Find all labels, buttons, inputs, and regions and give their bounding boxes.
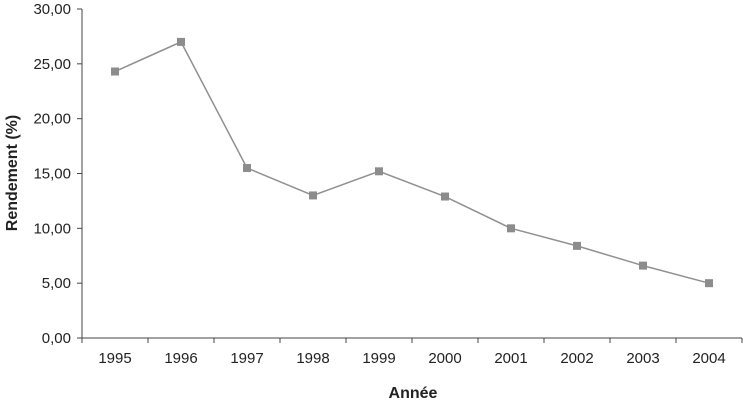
data-point-marker: [243, 164, 251, 173]
x-tick-label: 1995: [98, 350, 131, 367]
x-tick-label: 2001: [494, 350, 527, 367]
x-tick-label: 2003: [626, 350, 659, 367]
y-tick-label: 30,00: [33, 1, 71, 18]
x-tick-label: 1998: [296, 350, 329, 367]
x-tick-label: 2004: [692, 350, 725, 367]
axes: [81, 9, 742, 339]
data-point-marker: [441, 192, 449, 201]
data-point-marker: [573, 241, 581, 250]
y-tick-label: 25,00: [33, 56, 71, 73]
data-point-marker: [111, 67, 119, 76]
data-point-marker: [309, 191, 317, 200]
y-tick-label: 5,00: [42, 275, 71, 292]
x-tick-label: 1997: [230, 350, 263, 367]
y-tick-label: 15,00: [33, 166, 71, 183]
data-point-marker: [639, 261, 647, 270]
y-axis-title: Rendement (%): [4, 115, 21, 231]
data-point-marker: [177, 37, 185, 46]
series-markers: [111, 37, 713, 288]
data-point-marker: [375, 167, 383, 176]
x-tick-label: 1996: [164, 350, 197, 367]
x-axis-title: Année: [389, 385, 438, 402]
data-point-marker: [705, 279, 713, 288]
y-axis-ticks: 0,00 5,00 10,00 15,00 20,00 25,00 30,00: [33, 1, 82, 347]
series-polyline: [114, 40, 710, 284]
y-tick-label: 20,00: [33, 111, 71, 128]
series-line: [114, 40, 710, 284]
x-tick-label: 1999: [362, 350, 395, 367]
data-point-marker: [507, 224, 515, 233]
y-tick-label: 0,00: [42, 330, 71, 347]
x-tick-label: 2000: [428, 350, 461, 367]
x-tick-label: 2002: [560, 350, 593, 367]
x-axis-ticks: 1995 1996 1997 1998 1999 2000 2001 2002 2003 2004: [81, 338, 743, 367]
y-tick-label: 10,00: [33, 220, 71, 237]
